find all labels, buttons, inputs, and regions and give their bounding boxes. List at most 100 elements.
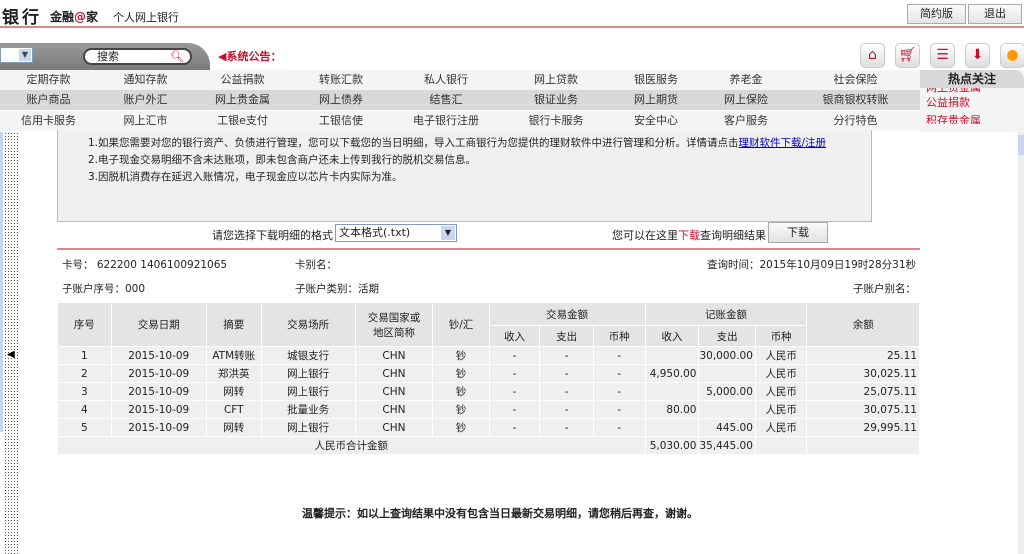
divider xyxy=(57,248,920,250)
table-row: 3 2015-10-09 网转 网上银行 CHN 钞 - - -5,000.00 人民币 25,07… xyxy=(57,382,920,401)
scrollbar-thumb[interactable] xyxy=(1018,135,1024,155)
download-inbox-icon[interactable]: ⬇ xyxy=(965,43,990,68)
sub-account-no: 子账户序号：000 xyxy=(62,283,146,295)
table-cell: CHN xyxy=(354,346,434,365)
table-row: 2 2015-10-09 郑洪英 网上银行 CHN 钞 - - -4,950.00 人民币 30,0… xyxy=(57,364,920,383)
note-1: 1.如果您需要对您的银行资产、负债进行管理，您可以下载您的当日明细，导入工商银行… xyxy=(88,137,827,149)
menu-row: 信用卡服务 网上汇市 工银e支付 工银信使 电子银行注册 银行卡服务 安全中心 客户服务 分行特… xyxy=(0,111,920,131)
table-cell: 4,950.00 xyxy=(644,364,700,383)
menu-item[interactable]: 网上贵金属 xyxy=(215,93,270,106)
table-cell: 网上银行 xyxy=(260,382,356,401)
card-alias: 卡别名： xyxy=(295,259,337,271)
table-row: 4 2015-10-09 CFT 批量业务 CHN 钞 - - -80.00 人民币 30,075.… xyxy=(57,400,920,419)
menu-item[interactable]: 定期存款 xyxy=(26,73,71,86)
search-input[interactable]: 搜索 🔍︎ xyxy=(83,48,192,65)
hot-item[interactable]: 积存贵金属 xyxy=(926,114,981,124)
table-cell: - xyxy=(539,400,594,419)
hot-item[interactable]: 公益捐款 xyxy=(926,96,970,109)
menu-item[interactable]: 转账汇款 xyxy=(319,73,363,86)
table-cell: 2 xyxy=(57,364,112,383)
format-select[interactable]: 文本格式(.txt) ▼ xyxy=(335,224,457,242)
chevron-down-icon: ▼ xyxy=(19,49,31,61)
table-row: 1 2015-10-09 ATM转账 城银支行 CHN 钞 - - -30,000.00 人民币 2… xyxy=(57,346,920,365)
search-icon[interactable]: 🔍︎ xyxy=(170,50,184,63)
menu-item[interactable]: 网上汇市 xyxy=(123,114,168,127)
menu-item[interactable]: 通知存款 xyxy=(123,73,168,86)
table-cell: 钞 xyxy=(432,400,490,419)
menu-item[interactable]: 社会保险 xyxy=(833,73,878,86)
col-book-income: 收入 xyxy=(644,325,700,347)
note-2: 2.电子现金交易明细不含未达账项，即未包含商户还未上传到我行的脱机交易信息。 xyxy=(88,154,477,166)
simple-version-button[interactable]: 简约版 xyxy=(907,4,966,24)
brand-slogan: 金融@家 xyxy=(50,10,99,24)
frame-splitter[interactable] xyxy=(4,132,20,554)
menu-item[interactable]: 客户服务 xyxy=(724,114,768,127)
menu-item[interactable]: 账户外汇 xyxy=(123,93,168,106)
table-cell: 80.00 xyxy=(644,400,700,419)
menu-item[interactable]: 网上期货 xyxy=(634,93,678,106)
logout-button[interactable]: 退出 xyxy=(968,4,1022,24)
menu-item[interactable]: 安全中心 xyxy=(634,114,678,127)
menu-item[interactable]: 银医服务 xyxy=(634,73,678,86)
menu-item[interactable]: 银行卡服务 xyxy=(528,114,584,127)
menu-item[interactable]: 养老金 xyxy=(729,73,763,86)
sub-account-alias: 子账户别名： xyxy=(853,283,916,295)
menu-item[interactable]: 网上债券 xyxy=(319,93,363,106)
menu-item[interactable]: 结售汇 xyxy=(429,93,463,106)
table-cell: 2015-10-09 xyxy=(110,400,207,419)
table-cell: 网上银行 xyxy=(260,364,356,383)
speaker-icon: ◀ xyxy=(218,50,227,63)
table-cell: 钞 xyxy=(432,364,490,383)
table-cell: 5,000.00 xyxy=(698,382,756,401)
notice-box: 1.如果您需要对您的银行资产、负债进行管理，您可以下载您的当日明细，导入工商银行… xyxy=(57,130,872,222)
col-date: 交易日期 xyxy=(110,302,207,347)
menu-item[interactable]: 工银信使 xyxy=(319,114,363,127)
col-trade-amount: 交易金额 xyxy=(488,302,646,326)
home-icon[interactable]: ⌂ xyxy=(860,43,885,68)
total-row: 人民币合计金额 5,030.00 35,445.00 xyxy=(57,436,920,455)
contact-card-icon[interactable]: ☰ xyxy=(930,43,955,68)
col-cash: 钞/汇 xyxy=(432,302,490,347)
cart-icon[interactable]: 🛒︎ xyxy=(895,43,920,68)
table-cell: - xyxy=(592,418,646,437)
menu-item[interactable]: 私人银行 xyxy=(424,73,468,86)
finance-software-link[interactable]: 理财软件下载/注册 xyxy=(738,137,827,149)
menu-item[interactable]: 电子银行注册 xyxy=(413,114,479,127)
chevron-down-icon: ▼ xyxy=(441,226,455,240)
scrollbar[interactable] xyxy=(1018,132,1024,554)
menu-item[interactable]: 分行特色 xyxy=(833,114,878,127)
table-cell xyxy=(806,436,920,455)
table-cell: 1 xyxy=(57,346,112,365)
col-summary: 摘要 xyxy=(205,302,262,347)
table-cell: 25,075.11 xyxy=(806,382,920,401)
transaction-table: 序号 交易日期 摘要 交易场所 交易国家或地区简称 钞/汇 交易金额 记账金额 … xyxy=(57,302,920,455)
sub-account-type: 子账户类别：活期 xyxy=(295,283,379,295)
collapse-arrow-icon[interactable]: ◀ xyxy=(7,349,15,360)
menu-item[interactable]: 账户商品 xyxy=(26,93,71,106)
menu-item[interactable]: 信用卡服务 xyxy=(21,114,76,127)
menu-item[interactable]: 网上贷款 xyxy=(534,73,578,86)
menu-item[interactable]: 工银e支付 xyxy=(217,114,268,127)
table-cell: - xyxy=(539,364,594,383)
col-trade-expense: 支出 xyxy=(539,325,594,347)
menu-item[interactable]: 公益捐款 xyxy=(220,73,265,86)
col-country: 交易国家或地区简称 xyxy=(354,302,434,347)
download-button[interactable]: 下载 xyxy=(768,222,828,243)
table-cell: CHN xyxy=(354,400,434,419)
card-number: 卡号： 622200 1406100921065 xyxy=(62,259,228,271)
menu-item[interactable]: 银证业务 xyxy=(534,93,578,106)
col-balance: 余额 xyxy=(806,302,920,347)
table-cell: 30,025.11 xyxy=(806,364,920,383)
hot-topics-panel: 热点关注 网上贵金属 公益捐款 积存贵金属 xyxy=(920,70,1024,132)
hot-topics-title: 热点关注 xyxy=(920,70,1024,88)
menu-item[interactable]: 网上保险 xyxy=(724,93,768,106)
menu-item[interactable]: 银商银权转账 xyxy=(822,93,889,106)
account-select[interactable]: ▼ xyxy=(0,47,33,63)
col-seq: 序号 xyxy=(57,302,112,347)
hot-item[interactable]: 网上贵金属 xyxy=(920,88,1024,94)
table-cell: 30,075.11 xyxy=(806,400,920,419)
headset-icon[interactable]: ● xyxy=(1000,43,1024,68)
table-cell: 网转 xyxy=(205,418,262,437)
format-label: 请您选择下载明细的格式 xyxy=(212,229,333,242)
system-notice[interactable]: ◀系统公告： xyxy=(218,50,282,63)
